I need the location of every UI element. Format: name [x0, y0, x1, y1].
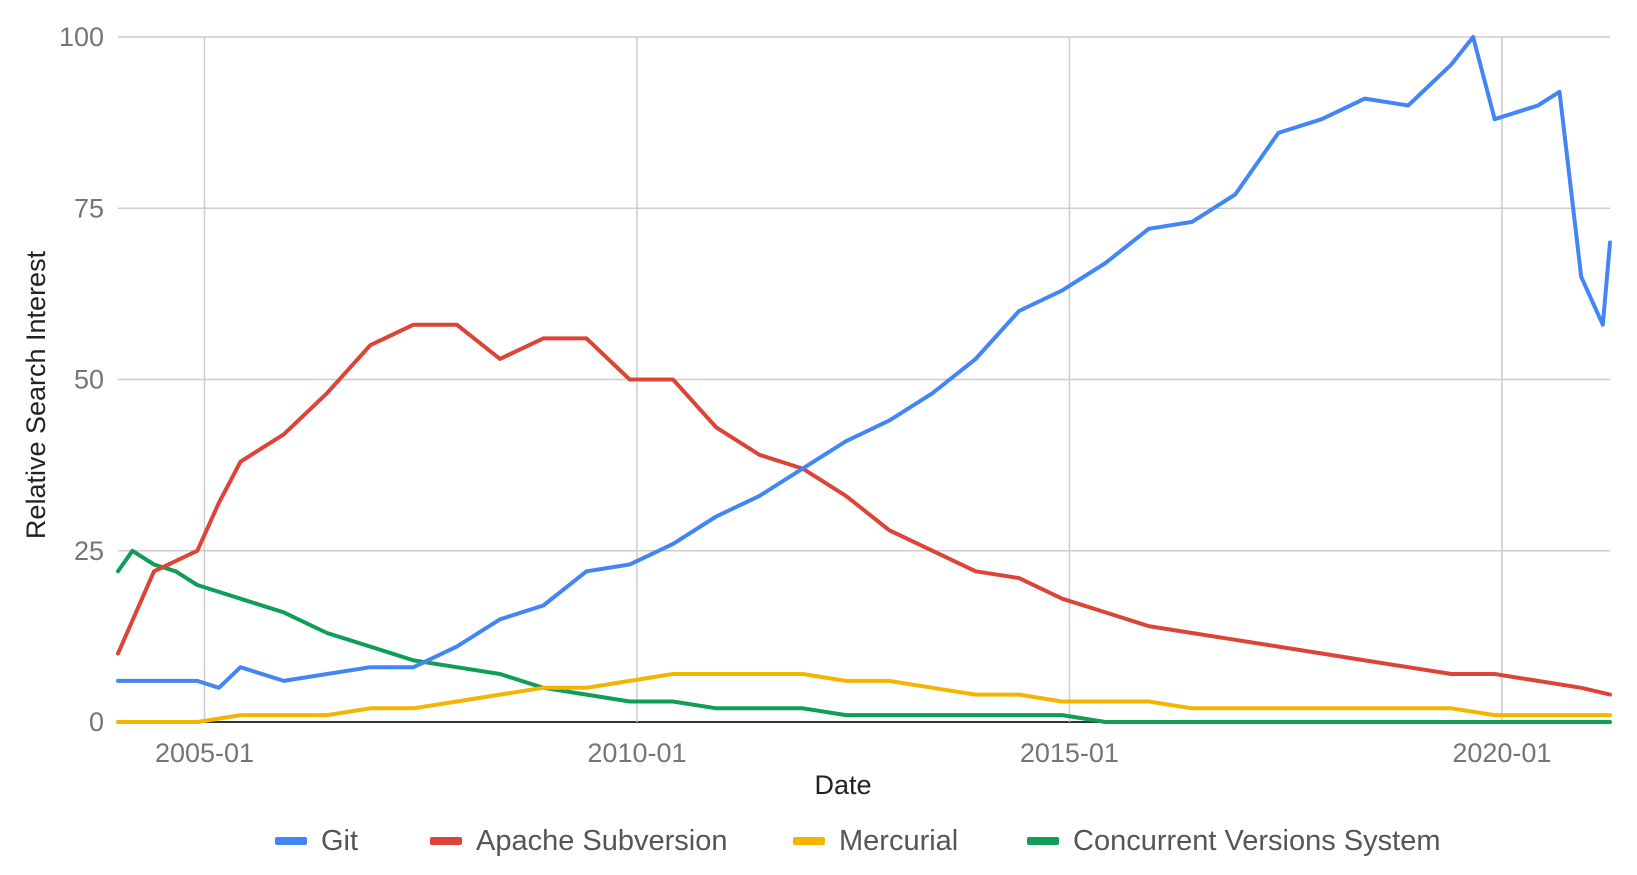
- y-tick-label: 100: [59, 22, 104, 52]
- y-axis-ticks: 0 25 50 75 100: [59, 22, 104, 737]
- y-tick-label: 0: [89, 707, 104, 737]
- legend: Git Apache Subversion Mercurial Concurrent …: [275, 825, 1440, 857]
- legend-item-apache-subversion: Apache Subversion: [430, 825, 728, 857]
- legend-swatch: [430, 837, 462, 845]
- legend-item-git: Git: [275, 825, 358, 857]
- y-tick-label: 25: [74, 536, 104, 566]
- x-tick-label: 2015-01: [1020, 738, 1119, 768]
- x-tick-label: 2010-01: [587, 738, 686, 768]
- y-tick-label: 50: [74, 365, 104, 395]
- x-tick-label: 2020-01: [1452, 738, 1551, 768]
- series-line-concurrent-versions-system: [116, 548, 1612, 724]
- legend-swatch: [793, 837, 825, 845]
- legend-label: Apache Subversion: [476, 825, 728, 857]
- series-line-mercurial: [116, 672, 1612, 724]
- y-tick-label: 75: [74, 193, 104, 223]
- legend-item-mercurial: Mercurial: [793, 825, 958, 857]
- series-lines: [116, 35, 1612, 724]
- legend-label: Mercurial: [839, 825, 958, 857]
- legend-swatch: [275, 837, 307, 845]
- x-tick-label: 2005-01: [155, 738, 254, 768]
- x-axis-ticks: 2005-01 2010-01 2015-01 2020-01: [155, 738, 1551, 768]
- legend-swatch: [1027, 837, 1059, 845]
- series-line-git: [116, 35, 1612, 690]
- series-line-apache-subversion: [116, 322, 1612, 697]
- legend-label: Concurrent Versions System: [1073, 825, 1440, 857]
- y-axis-title: Relative Search Interest: [21, 250, 51, 539]
- legend-item-concurrent-versions-system: Concurrent Versions System: [1027, 825, 1440, 857]
- legend-label: Git: [321, 825, 358, 857]
- x-axis-title: Date: [814, 770, 871, 800]
